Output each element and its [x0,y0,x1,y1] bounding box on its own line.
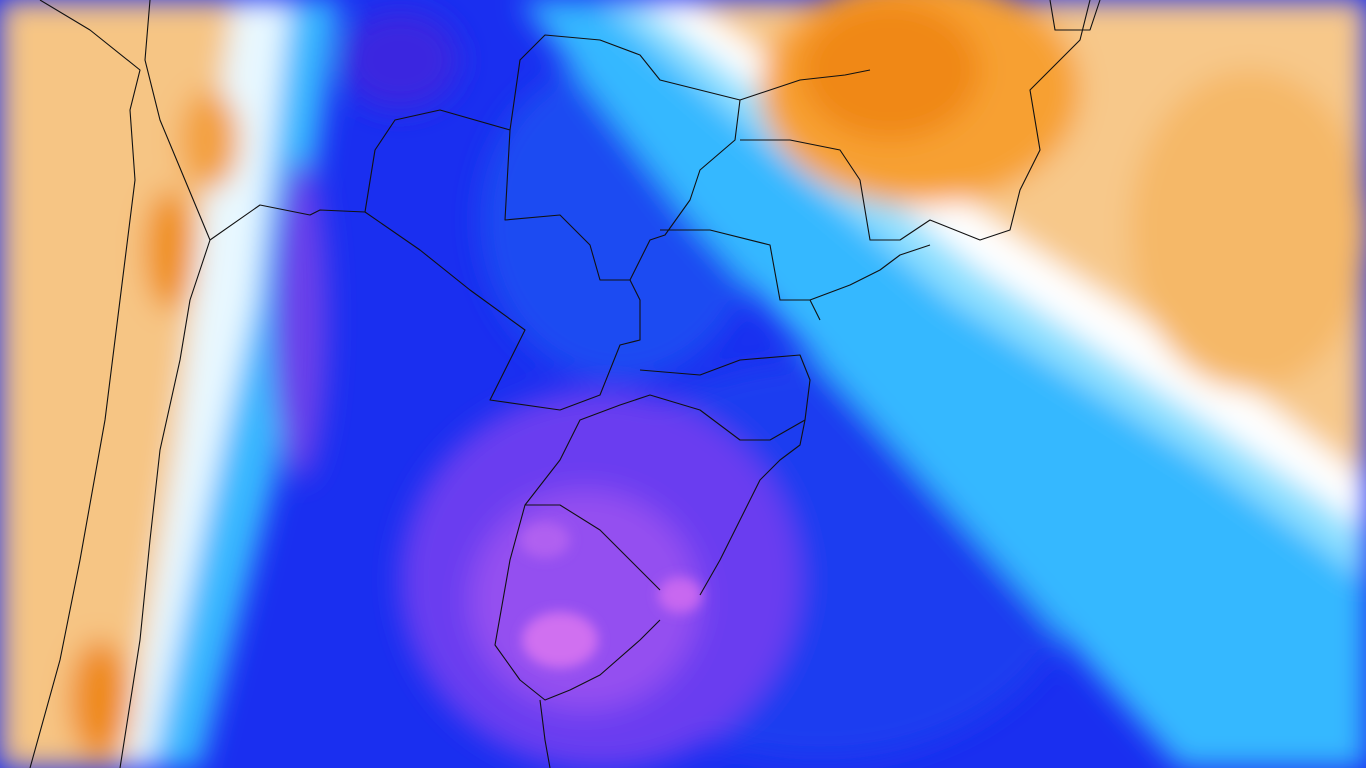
border [29,0,141,768]
border [699,419,806,596]
warm-blob [1130,70,1366,390]
cold-spot [522,612,598,668]
border [1049,0,1101,31]
warm-blob [180,90,240,190]
hot-blob [800,0,980,140]
cold-spots [520,522,702,668]
cold-spot [520,522,570,558]
cold-blob [272,160,328,480]
border [629,99,741,281]
coastline [809,244,931,301]
warm-blob [145,190,195,310]
warm-blob [70,640,130,760]
border [740,0,1091,241]
border [660,229,821,321]
borders [29,0,1101,768]
border [539,699,551,768]
border [209,109,630,281]
border [494,354,811,701]
border [509,34,871,131]
cold-blob [340,10,460,110]
border [364,211,641,411]
border [119,0,211,768]
cold-spot [658,577,702,613]
border [525,504,661,591]
